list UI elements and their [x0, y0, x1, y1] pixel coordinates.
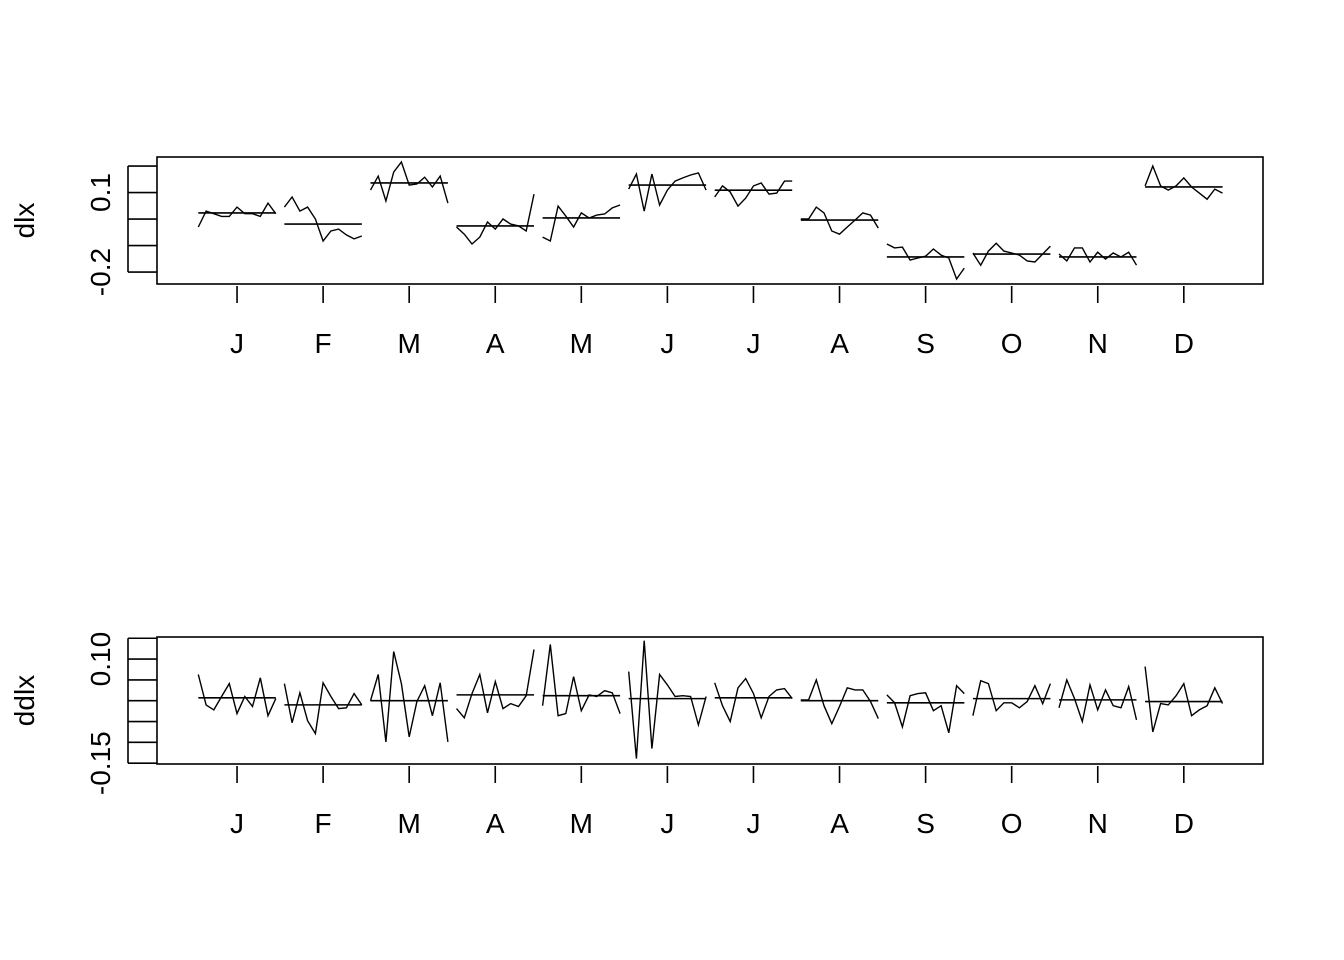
x-tick-label: J: [230, 328, 244, 359]
x-tick-label: F: [315, 808, 332, 839]
x-tick-label: O: [1001, 808, 1023, 839]
y-tick-label: -0.15: [85, 731, 116, 795]
x-tick-label: M: [398, 808, 421, 839]
subseries-line: [283, 195, 363, 243]
x-tick-label: D: [1174, 328, 1194, 359]
subseries-line: [455, 649, 535, 720]
subseries-line: [369, 651, 449, 742]
subseries-line: [1058, 677, 1138, 725]
x-tick-label: J: [746, 808, 760, 839]
subseries-line: [456, 193, 535, 246]
subseries-line: [197, 201, 277, 228]
x-tick-label: N: [1088, 808, 1108, 839]
x-tick-label: O: [1001, 328, 1023, 359]
subseries-line: [1144, 666, 1224, 733]
x-tick-label: A: [486, 328, 505, 359]
subseries-line: [541, 644, 621, 717]
x-tick-label: J: [746, 328, 760, 359]
y-tick-label: 0.1: [85, 173, 116, 212]
subseries-line: [972, 242, 1051, 267]
subseries-line: [714, 677, 793, 724]
x-tick-label: J: [230, 808, 244, 839]
x-tick-label: A: [830, 328, 849, 359]
x-tick-label: F: [315, 328, 332, 359]
y-axis-label: dlx: [9, 203, 40, 239]
subseries-line: [972, 679, 1052, 716]
subseries-line: [542, 204, 621, 243]
subseries-line: [714, 180, 793, 208]
y-tick-label: -0.2: [85, 248, 116, 296]
x-tick-label: S: [916, 328, 935, 359]
subseries-line: [283, 680, 363, 736]
x-tick-label: A: [486, 808, 505, 839]
y-axis-label: ddlx: [9, 675, 40, 726]
subseries-line: [628, 171, 707, 212]
x-tick-label: A: [830, 808, 849, 839]
x-tick-label: D: [1174, 808, 1194, 839]
subseries-line: [800, 206, 879, 236]
subseries-line: [1058, 247, 1138, 266]
y-tick-label: 0.10: [85, 632, 116, 687]
x-tick-label: M: [570, 808, 593, 839]
x-tick-label: M: [570, 328, 593, 359]
x-tick-label: S: [916, 808, 935, 839]
x-tick-label: J: [660, 328, 674, 359]
subseries-line: [800, 677, 879, 726]
subseries-line: [628, 640, 707, 759]
plot-frame: [156, 156, 1264, 285]
x-tick-label: M: [398, 328, 421, 359]
x-tick-label: N: [1088, 328, 1108, 359]
x-tick-label: J: [660, 808, 674, 839]
subseries-line: [886, 243, 965, 281]
subseries-line: [197, 674, 277, 718]
subseries-line: [886, 684, 965, 733]
subseries-line: [1144, 164, 1223, 201]
